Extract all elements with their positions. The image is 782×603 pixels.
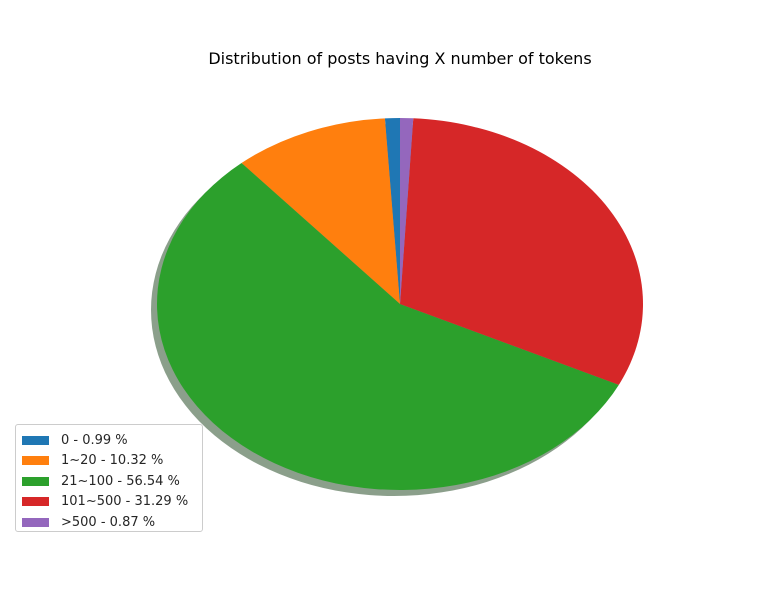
legend-swatch: [22, 435, 49, 445]
legend-swatch: [22, 456, 49, 466]
legend-item: 0 - 0.99 %: [22, 430, 202, 451]
legend-label: 0 - 0.99 %: [61, 432, 128, 448]
legend-item: 101~500 - 31.29 %: [22, 492, 202, 513]
legend-item: 21~100 - 56.54 %: [22, 471, 202, 492]
pie-slice-0: [384, 118, 400, 304]
pie-slice-101-500: [400, 118, 643, 385]
pie-slices: [156, 118, 643, 490]
legend-swatch: [22, 497, 49, 507]
legend-label: 21~100 - 56.54 %: [61, 473, 180, 489]
legend: 0 - 0.99 % 1~20 - 10.32 % 21~100 - 56.54…: [15, 424, 203, 532]
legend-label: 1~20 - 10.32 %: [61, 453, 164, 469]
legend-swatch: [22, 517, 49, 527]
legend-item: 1~20 - 10.32 %: [22, 451, 202, 472]
pie-slice-1-20: [241, 118, 400, 305]
pie-slice-21-100: [156, 163, 619, 490]
pie-slice--500: [400, 118, 414, 304]
chart-title: Distribution of posts having X number of…: [208, 49, 591, 68]
legend-item: >500 - 0.87 %: [22, 512, 202, 533]
legend-label: >500 - 0.87 %: [61, 514, 156, 530]
legend-swatch: [22, 476, 49, 486]
legend-label: 101~500 - 31.29 %: [61, 494, 189, 510]
